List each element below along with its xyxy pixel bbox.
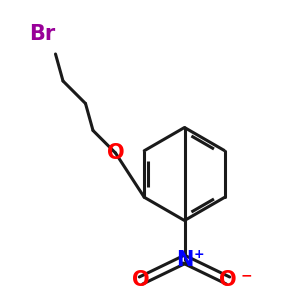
Text: O: O bbox=[132, 271, 150, 290]
Text: Br: Br bbox=[29, 25, 55, 44]
Text: N: N bbox=[176, 250, 193, 269]
Text: O: O bbox=[219, 271, 237, 290]
Text: O: O bbox=[107, 143, 124, 163]
Text: −: − bbox=[241, 268, 252, 282]
Text: +: + bbox=[194, 248, 204, 262]
